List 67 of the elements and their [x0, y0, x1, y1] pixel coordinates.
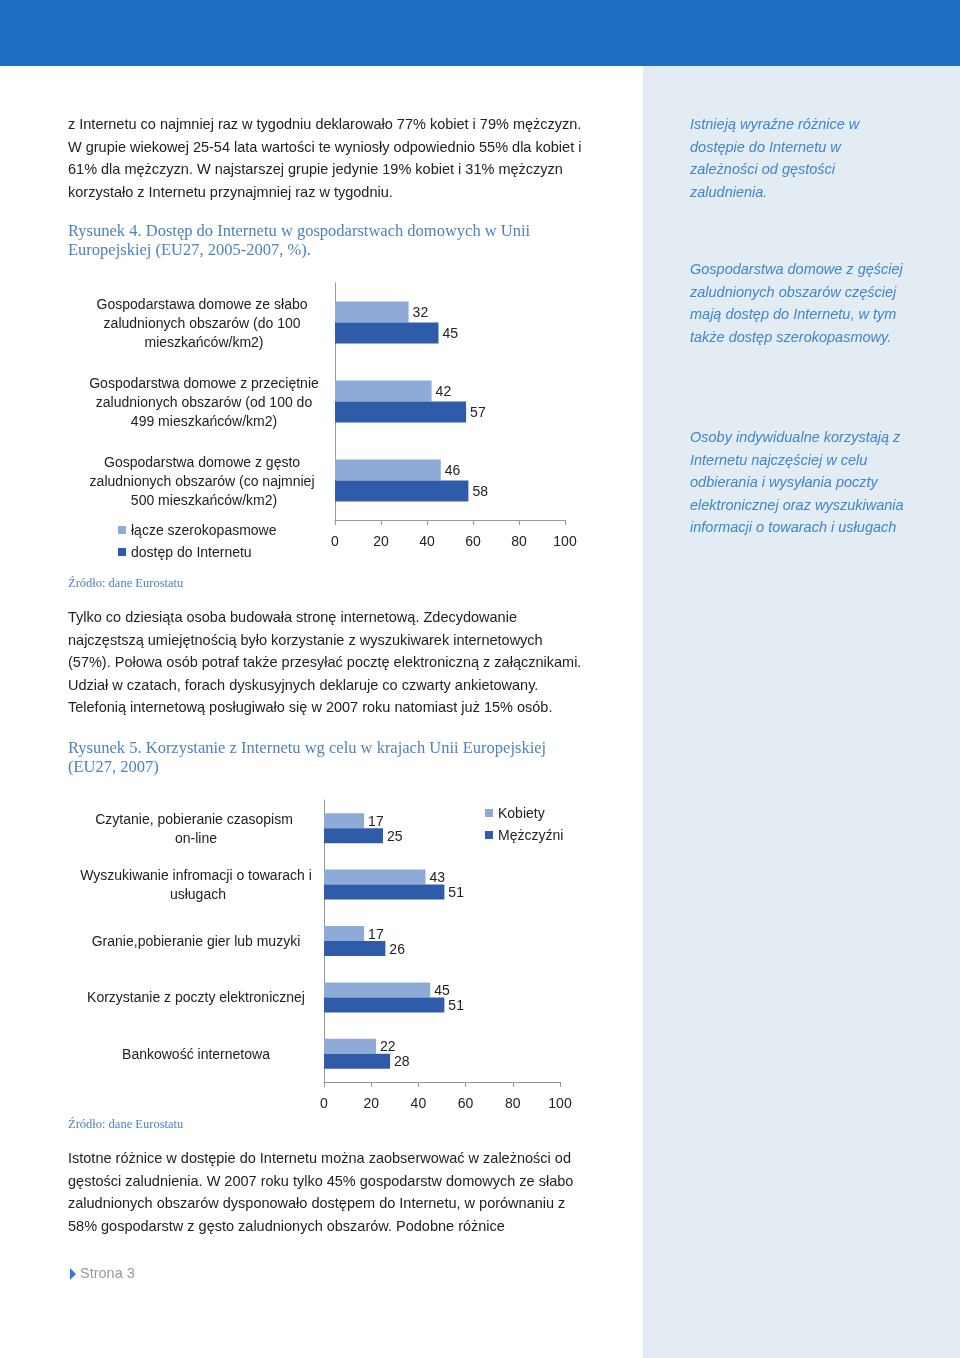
x-tick-label: 60 — [465, 533, 481, 549]
bar — [324, 813, 365, 829]
x-tick-label: 40 — [419, 533, 435, 549]
text: z Internetu co najmniej raz w tygodniu deklarowało 77% kobiet i 79% mężczyzn. W grupie wiekowej 25-54 lata wartości te wyniosły odpowiednio 55% dla kobiet i 61% dla mężczyzn. W najstarszej grupie jedynie 19% kobiet i 31% mężczyzn korzystało z Internetu przynajmniej raz w tygodniu. — [68, 115, 583, 202]
data-label: 22 — [379, 1038, 396, 1055]
data-label: 57 — [470, 404, 486, 420]
bar — [324, 982, 431, 998]
legend-label: Kobiety — [498, 805, 545, 821]
data-label: 58 — [472, 483, 489, 499]
text: Osoby indywidualne korzystają z Internetu najczęściej w celu odbierania i wysyłania poczty elektronicznej oraz wyszukiwania informacji o towarach i usługach — [690, 428, 905, 538]
chart-title: Rysunek 5. Korzystanie z Internetu wg celu w krajach Unii Europejskiej (EU27, 2007) — [68, 738, 548, 776]
bar — [335, 322, 439, 344]
text: Źródło: dane Eurostatu — [68, 1117, 184, 1132]
y-tick-label: Gospodarstwa domowe z gęsto zaludnionych obszarów (co najmniej 500 mieszkańców/km2) — [89, 453, 319, 508]
data-label: 28 — [394, 1053, 410, 1070]
bar — [335, 480, 469, 502]
text: Gospodarstwa domowe z gęściej zaludnionych obszarów częściej mają dostęp do Internetu, w tym także dostęp szerokopasmowy. — [690, 260, 904, 347]
bar — [324, 997, 445, 1013]
bar — [335, 301, 409, 323]
bar — [324, 941, 386, 956]
x-tick-label: 80 — [511, 533, 527, 549]
x-tick-label: 0 — [331, 533, 340, 549]
text: Tylko co dziesiąta osoba budowała stronę internetową. Zdecydowanie najczęstszą umiejętnością było korzystanie z wyszukiwarek internetowych (57%). Połowa osób potraf także przesyłać pocztę elektroniczną z załącznikami. Udział w czatach, forach dyskusyjnych deklaruje co czwarty ankietowany. Telefonią internetową posługiwało się w 2007 roku natomiast już 15% osób. — [68, 608, 583, 718]
text: Istotne różnice w dostępie do Internetu można zaobserwować w zależności od gęstości zaludnienia. W 2007 roku tylko 45% gospodarstw domowych ze słabo zaludnionych obszarów dysponowało dostępem do Internetu, w porównaniu z 58% gospodarstw z gęsto zaludnionych obszarów. Podobne różnice — [68, 1149, 575, 1236]
x-tick-label: 40 — [410, 1095, 427, 1111]
y-tick-label: Korzystanie z poczty elektronicznej — [87, 989, 305, 1006]
text: Istnieją wyraźne różnice w dostępie do Internetu w zależności od gęstości zaludnienia. — [690, 115, 861, 202]
text: Strona 3 — [80, 1265, 135, 1281]
x-tick-label: 20 — [373, 533, 389, 549]
y-tick-label: Gospodarstwa domowe z przeciętnie zaludnionych obszarów (od 100 do 499 mieszkańców/km2) — [89, 374, 319, 429]
data-label: 17 — [368, 925, 384, 942]
bar — [324, 869, 426, 885]
x-tick-label: 20 — [363, 1095, 380, 1111]
y-tick-label: Granie,pobieranie gier lub muzyki — [91, 933, 301, 949]
y-tick-label: Gospodarstawa domowe ze słabo zaludnionych obszarów (do 100 mieszkańców/km2) — [96, 295, 312, 350]
bar — [324, 1038, 376, 1054]
legend-label: dostęp do Internetu — [131, 544, 252, 560]
y-tick-label: Czytanie, pobieranie czasopism on-line — [95, 810, 297, 846]
x-tick-label: 100 — [553, 533, 577, 549]
legend-label: łącze szerokopasmowe — [131, 522, 277, 538]
x-tick-label: 100 — [548, 1095, 572, 1111]
data-label: 45 — [434, 981, 450, 998]
bar — [324, 884, 445, 900]
bar — [335, 380, 432, 402]
data-label: 42 — [435, 383, 452, 399]
data-label: 51 — [448, 884, 465, 901]
data-label: 46 — [444, 462, 461, 478]
text: Źródło: dane Eurostatu — [68, 576, 184, 591]
data-label: 32 — [412, 304, 429, 320]
chart-title: Rysunek 4. Dostęp do Internetu w gospodarstwach domowych w Unii Europejskiej (EU27, 2005-2007, %). — [68, 221, 532, 259]
data-label: 43 — [429, 869, 446, 886]
x-tick-label: 80 — [505, 1095, 521, 1111]
bar — [335, 459, 441, 481]
bar — [324, 926, 365, 941]
bar — [324, 1053, 391, 1069]
bar — [324, 828, 383, 844]
legend-label: Mężczyźni — [498, 827, 564, 843]
x-tick-label: 0 — [320, 1095, 329, 1111]
data-label: 17 — [368, 812, 384, 829]
data-label: 45 — [442, 325, 459, 341]
bar — [335, 401, 467, 423]
data-label: 51 — [448, 996, 465, 1013]
data-label: 25 — [387, 827, 403, 844]
y-tick-label: Wyszukiwanie infromacji o towarach i usługach — [80, 867, 312, 903]
y-tick-label: Bankowość internetowa — [122, 1045, 271, 1062]
data-label: 26 — [389, 940, 406, 957]
x-tick-label: 60 — [457, 1095, 474, 1111]
